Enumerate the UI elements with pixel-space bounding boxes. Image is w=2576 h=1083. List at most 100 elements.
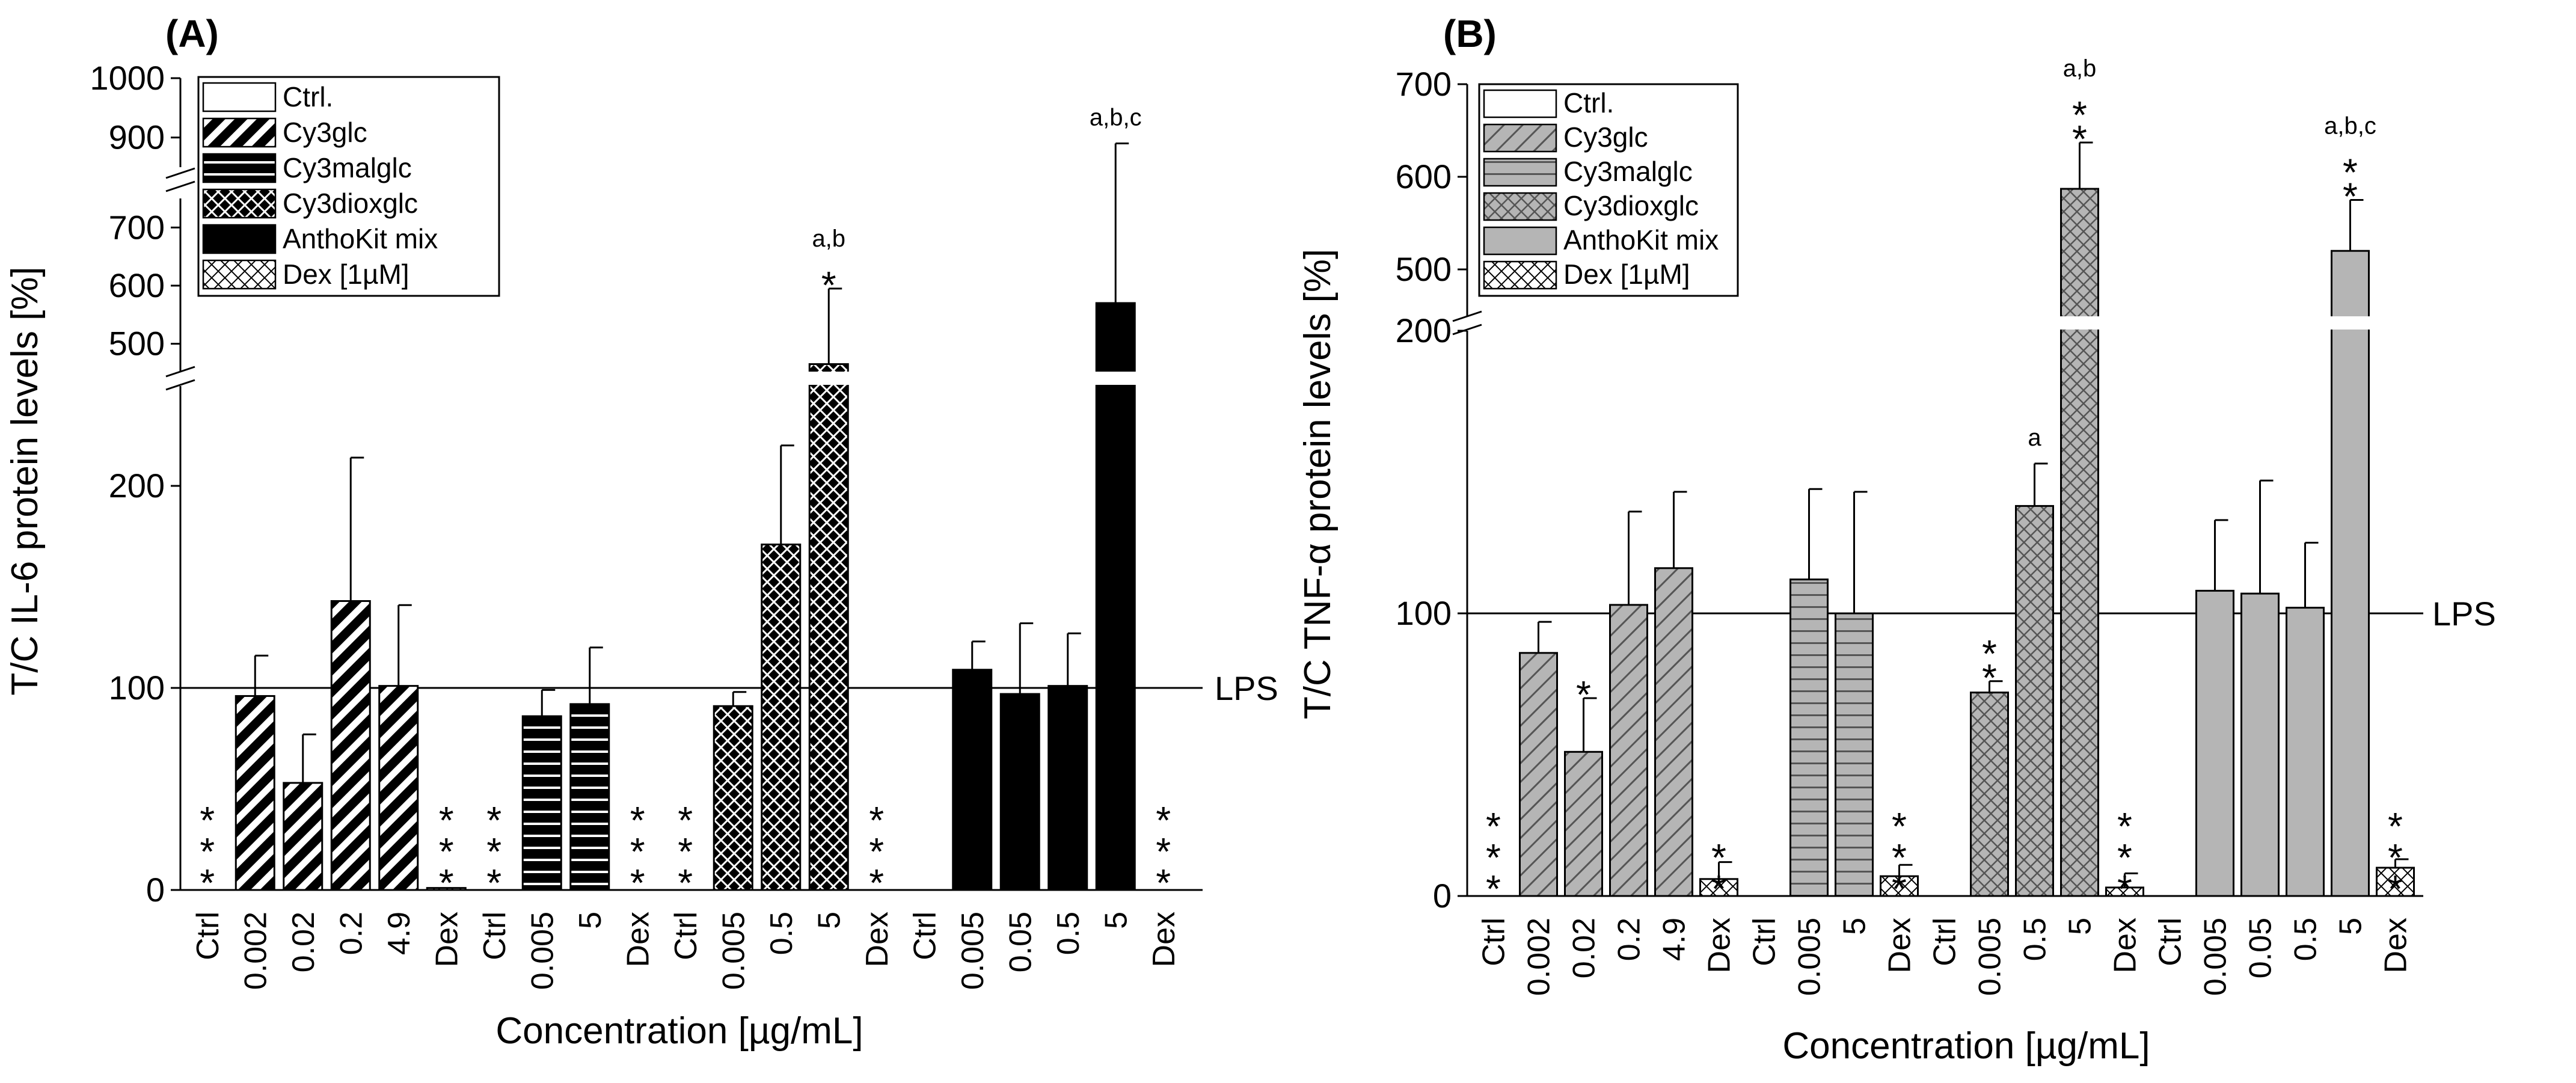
legend-swatch (202, 224, 277, 254)
y-tick-label: 1000 (90, 59, 165, 97)
x-tick-label: 5 (2063, 918, 2098, 935)
x-tick-label: 5 (2334, 918, 2369, 935)
significance-star: * (1982, 632, 1997, 675)
significance-star: * (486, 799, 501, 842)
y-tick-label: 100 (109, 669, 165, 707)
bar (2240, 592, 2280, 897)
significance-star: * (630, 830, 645, 873)
significance-star: * (439, 861, 454, 904)
y-axis-title: T/C IL-6 protein levels [%] (4, 266, 46, 695)
x-tick-label: Dex (2108, 918, 2143, 973)
x-tick-label: 0.02 (286, 912, 321, 972)
y-tick-label: 500 (1396, 250, 1452, 288)
legend-label: Cy3dioxglc (283, 188, 418, 219)
panel-letter: (B) (1443, 12, 1497, 55)
bar (2060, 188, 2099, 897)
significance-star: * (1156, 799, 1171, 842)
significance-star: * (630, 861, 645, 904)
legend-label: Dex [1µM] (1563, 259, 1690, 290)
significance-star: * (869, 830, 884, 873)
x-tick-label: Dex (621, 912, 655, 967)
axis-break-mark (165, 379, 195, 391)
bar (569, 703, 610, 891)
legend-swatch (202, 259, 277, 290)
significance-star: * (2117, 805, 2132, 848)
legend-swatch (202, 117, 277, 148)
y-tick-label: 600 (1396, 158, 1452, 195)
x-tick-label: Dex (1883, 918, 1918, 973)
x-tick-label: Ctrl (1928, 918, 1963, 966)
bar-break-gap (1095, 372, 1136, 385)
y-tick-label: 200 (109, 467, 165, 505)
x-tick-label: 0.05 (2243, 918, 2278, 978)
y-tick-label: 100 (1396, 594, 1452, 632)
bar-annotation: a,b,c (1090, 105, 1142, 131)
bar-break-gap (808, 372, 850, 385)
bar (761, 543, 802, 891)
legend-label: Dex [1µM] (283, 259, 409, 290)
significance-star: * (486, 861, 501, 904)
x-tick-label: Ctrl (191, 912, 225, 960)
legend-swatch (202, 82, 277, 112)
y-tick-label: 700 (109, 208, 165, 246)
y-tick-label: 700 (1396, 65, 1452, 103)
legend-label: AnthoKit mix (283, 223, 438, 254)
x-tick-label: 0.005 (955, 912, 990, 990)
axis-break-mark (165, 366, 195, 378)
significance-star: * (821, 263, 836, 307)
x-axis-title: Concentration [µg/mL] (495, 1010, 863, 1052)
bar-annotation: a (2028, 425, 2041, 451)
bar (713, 705, 753, 891)
significance-star: * (1486, 867, 1501, 910)
bar (378, 685, 419, 891)
significance-star: * (1892, 805, 1907, 848)
significance-star: * (2072, 93, 2087, 137)
x-tick-label: 0.5 (2018, 918, 2053, 961)
x-tick-label: Ctrl (2153, 918, 2188, 966)
x-tick-label: 0.05 (1003, 912, 1038, 972)
bar-break-gap (2059, 316, 2100, 330)
bar (2376, 867, 2415, 897)
significance-star: * (2072, 117, 2087, 161)
significance-star: * (200, 861, 215, 904)
significance-star: * (2343, 175, 2358, 218)
bar (1095, 302, 1136, 891)
significance-star: * (486, 830, 501, 873)
legend-label: Cy3malglc (283, 152, 412, 183)
axis-break-gap (162, 173, 198, 188)
legend-label: Cy3glc (283, 117, 367, 148)
significance-star: * (2117, 867, 2132, 910)
significance-star: * (439, 799, 454, 842)
bar (808, 363, 849, 891)
legend-swatch (202, 153, 277, 183)
y-tick-label: 0 (1433, 877, 1452, 915)
significance-star: * (1156, 830, 1171, 873)
legend-box (1478, 83, 1739, 297)
axis-break-gap (1449, 316, 1485, 331)
x-tick-label: 4.9 (382, 912, 417, 955)
significance-star: * (2117, 836, 2132, 879)
x-tick-label: 4.9 (1657, 918, 1692, 961)
bar (235, 695, 275, 891)
legend-box (197, 76, 500, 297)
y-tick-label: 900 (109, 118, 165, 156)
x-tick-label: 0.002 (238, 912, 273, 990)
significance-star: * (439, 830, 454, 873)
x-tick-label: 0.5 (764, 912, 799, 955)
x-tick-label: 5 (1838, 918, 1872, 935)
bar (2331, 250, 2370, 897)
significance-star: * (1892, 836, 1907, 879)
axis-break-mark (1452, 324, 1482, 336)
bar-annotation: a,b,c (2324, 113, 2376, 140)
legend-swatch (1483, 260, 1557, 290)
axis-break-mark (165, 180, 195, 192)
bar (1047, 685, 1088, 891)
significance-star: * (1576, 673, 1591, 716)
significance-star: * (2388, 867, 2403, 910)
x-tick-label: 0.002 (1522, 918, 1557, 996)
significance-star: * (1486, 805, 1501, 848)
y-tick-label: 500 (109, 325, 165, 363)
bar (2195, 589, 2234, 897)
